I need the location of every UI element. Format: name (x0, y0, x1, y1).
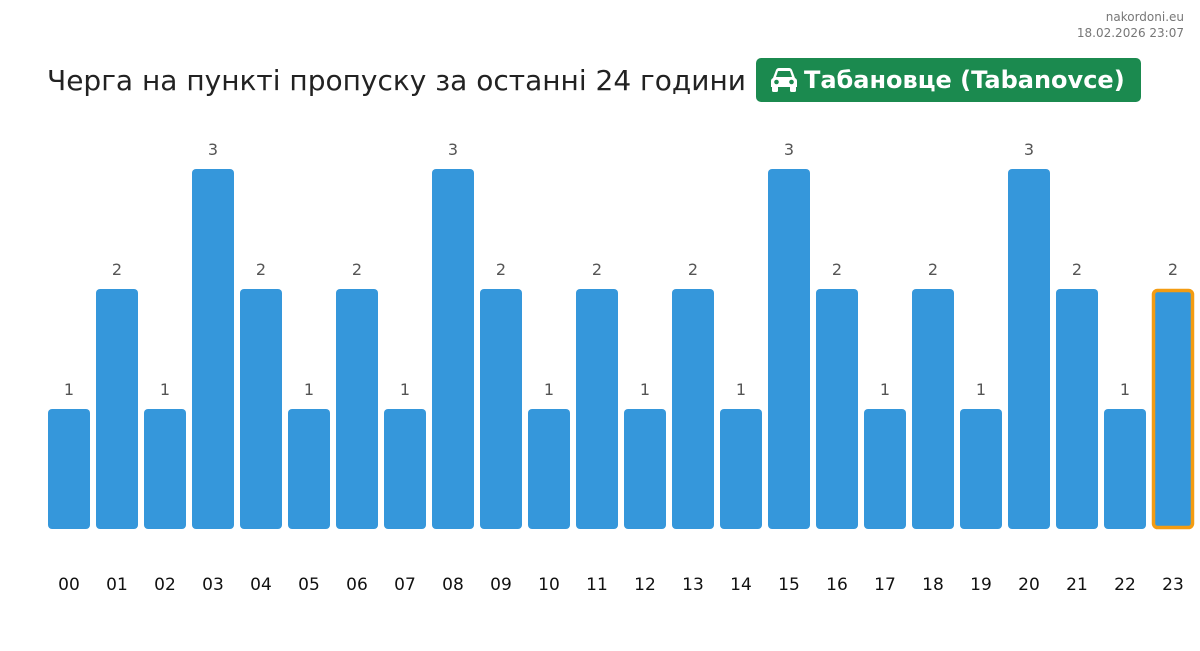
value-label-05: 1 (304, 380, 314, 399)
value-label-08: 3 (448, 140, 458, 159)
bar-22 (1104, 409, 1146, 529)
value-label-14: 1 (736, 380, 746, 399)
x-tick-label-06: 06 (346, 575, 368, 595)
value-label-20: 3 (1024, 140, 1034, 159)
x-tick-label-15: 15 (778, 575, 800, 595)
bar-09 (480, 289, 522, 529)
value-label-09: 2 (496, 260, 506, 279)
x-tick-label-08: 08 (442, 575, 464, 595)
bar-13 (672, 289, 714, 529)
x-tick-label-17: 17 (874, 575, 896, 595)
value-label-00: 1 (64, 380, 74, 399)
bar-17 (864, 409, 906, 529)
x-tick-label-10: 10 (538, 575, 560, 595)
x-tick-label-19: 19 (970, 575, 992, 595)
value-label-02: 1 (160, 380, 170, 399)
source-datetime: 18.02.2026 23:07 (1076, 26, 1184, 40)
x-tick-label-03: 03 (202, 575, 224, 595)
bar-02 (144, 409, 186, 529)
bar-23 (1151, 288, 1195, 530)
source-info: nakordoni.eu 18.02.2026 23:07 (1077, 9, 1184, 41)
bar-12 (624, 409, 666, 529)
value-label-10: 1 (544, 380, 554, 399)
value-label-13: 2 (688, 260, 698, 279)
x-tick-label-11: 11 (586, 575, 608, 595)
bar-15 (768, 169, 810, 529)
bar-18 (912, 289, 954, 529)
value-label-23: 2 (1168, 260, 1178, 279)
x-tick-label-20: 20 (1018, 575, 1040, 595)
x-tick-label-14: 14 (730, 575, 752, 595)
bar-14 (720, 409, 762, 529)
bar-19 (960, 409, 1002, 529)
x-tick-label-21: 21 (1066, 575, 1088, 595)
value-label-11: 2 (592, 260, 602, 279)
x-tick-label-18: 18 (922, 575, 944, 595)
value-label-17: 1 (880, 380, 890, 399)
value-label-01: 2 (112, 260, 122, 279)
checkpoint-badge: Табановце (Tabanovce) (755, 58, 1141, 102)
x-tick-label-09: 09 (490, 575, 512, 595)
value-label-19: 1 (976, 380, 986, 399)
bar-20 (1008, 169, 1050, 529)
value-label-04: 2 (256, 260, 266, 279)
x-tick-label-00: 00 (58, 575, 80, 595)
x-tick-label-13: 13 (682, 575, 704, 595)
bar-04 (240, 289, 282, 529)
bar-07 (384, 409, 426, 529)
checkpoint-name: Табановце (Tabanovce) (803, 66, 1125, 94)
x-tick-label-05: 05 (298, 575, 320, 595)
x-tick-label-07: 07 (394, 575, 416, 595)
x-tick-label-22: 22 (1114, 575, 1136, 595)
source-site: nakordoni.eu (1105, 10, 1184, 24)
x-tick-label-12: 12 (634, 575, 656, 595)
bar-05 (288, 409, 330, 529)
bar-21 (1056, 289, 1098, 529)
value-label-15: 3 (784, 140, 794, 159)
bar-10 (528, 409, 570, 529)
bar-11 (576, 289, 618, 529)
bar-06 (336, 289, 378, 529)
car-icon (770, 68, 797, 92)
value-label-12: 1 (640, 380, 650, 399)
bar-00 (48, 409, 90, 529)
bar-01 (96, 289, 138, 529)
x-tick-label-16: 16 (826, 575, 848, 595)
value-label-07: 1 (400, 380, 410, 399)
value-label-22: 1 (1120, 380, 1130, 399)
bar-03 (192, 169, 234, 529)
value-label-16: 2 (832, 260, 842, 279)
title-row: Черга на пункті пропуску за останні 24 г… (47, 58, 1141, 102)
x-tick-label-04: 04 (250, 575, 272, 595)
bar-08 (432, 169, 474, 529)
value-label-21: 2 (1072, 260, 1082, 279)
x-tick-label-23: 23 (1162, 575, 1184, 595)
x-tick-label-02: 02 (154, 575, 176, 595)
bar-16 (816, 289, 858, 529)
value-label-18: 2 (928, 260, 938, 279)
value-label-06: 2 (352, 260, 362, 279)
chart-title: Черга на пункті пропуску за останні 24 г… (47, 63, 746, 97)
value-label-03: 3 (208, 140, 218, 159)
x-tick-label-01: 01 (106, 575, 128, 595)
